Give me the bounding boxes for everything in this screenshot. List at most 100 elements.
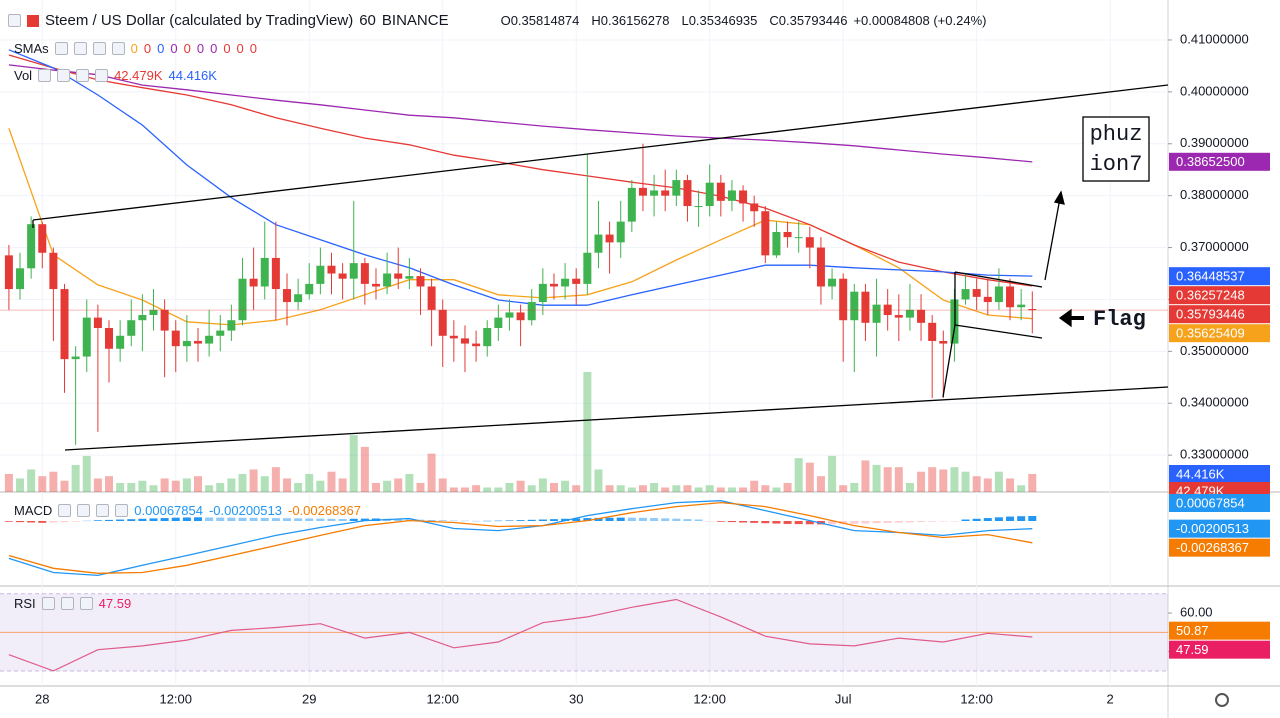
volume-bar xyxy=(594,469,603,492)
macd-histogram-bar xyxy=(638,517,647,521)
y-tick-label: 0.33000000 xyxy=(1180,447,1249,462)
icon[interactable] xyxy=(92,42,106,55)
macd-histogram-bar xyxy=(294,518,303,521)
candle-body xyxy=(538,283,547,303)
ohlc-name: H xyxy=(591,13,601,28)
candle-body xyxy=(917,309,926,323)
candle-body xyxy=(394,273,403,279)
candle-body xyxy=(894,315,903,318)
sma-line xyxy=(8,54,1033,287)
macd-value: 0.00067854 xyxy=(134,503,203,518)
macd-histogram-bar xyxy=(483,520,492,522)
ohlc: O0.35814874 H0.36156278 L0.35346935 C0.3579… xyxy=(501,13,848,28)
macd-histogram-bar xyxy=(105,519,114,521)
volume-bar xyxy=(583,372,592,492)
macd-histogram-bar xyxy=(1006,516,1015,521)
candle-body xyxy=(116,335,125,349)
macd-histogram-bar xyxy=(605,517,614,521)
macd-histogram-bar xyxy=(905,521,914,523)
ohlc-value: 0.35346935 xyxy=(688,13,758,28)
candle-body xyxy=(93,317,102,328)
volume-bar xyxy=(828,455,837,492)
macd-histogram-bar xyxy=(917,521,926,523)
gear[interactable] xyxy=(1215,693,1229,707)
macd-histogram-bar xyxy=(1017,516,1026,521)
icon[interactable] xyxy=(38,69,52,82)
macd-histogram-bar xyxy=(249,517,258,521)
sma-value: 0 xyxy=(130,41,138,56)
volume-bar xyxy=(294,482,303,492)
macd-histogram-bar xyxy=(694,519,703,521)
y-tick-label: 0.39000000 xyxy=(1180,135,1249,150)
macd-line xyxy=(8,500,1033,577)
icon[interactable] xyxy=(41,597,55,610)
volume-bar xyxy=(416,482,425,492)
candle-body xyxy=(383,273,392,287)
candle-body xyxy=(839,278,848,321)
volume-bar xyxy=(260,476,269,492)
macd-histogram-bar xyxy=(828,521,837,525)
volume-bar xyxy=(727,487,736,492)
icon[interactable] xyxy=(57,69,71,82)
candle-body xyxy=(60,289,69,360)
candle-body xyxy=(716,182,725,201)
macd-histogram-bar xyxy=(316,518,325,521)
macd-histogram-bar xyxy=(939,521,948,522)
candle-body xyxy=(160,309,169,331)
icon[interactable] xyxy=(111,42,125,55)
volume-bar xyxy=(783,482,792,492)
icon[interactable] xyxy=(115,504,129,517)
candle-body xyxy=(750,203,759,212)
macd-histogram-bar xyxy=(216,517,225,521)
x-tick-label: 12:00 xyxy=(159,691,192,706)
icon[interactable] xyxy=(54,42,68,55)
macd-tag: -0.00268367 xyxy=(1176,540,1249,555)
icon[interactable] xyxy=(77,504,91,517)
icon[interactable] xyxy=(60,597,74,610)
icon[interactable] xyxy=(96,504,110,517)
flag-line xyxy=(954,324,1043,339)
macd-histogram-bar xyxy=(516,520,525,521)
candle-body xyxy=(761,211,770,256)
macd-histogram-bar xyxy=(750,521,759,523)
macd-histogram-bar xyxy=(561,518,570,521)
volume-bar xyxy=(349,435,358,492)
candle-body xyxy=(249,278,258,287)
settings-icon[interactable] xyxy=(1215,693,1229,707)
macd-histogram-bar xyxy=(427,519,436,521)
volume-bar xyxy=(950,467,959,492)
collapse-icon[interactable] xyxy=(8,14,21,27)
icon[interactable] xyxy=(79,597,93,610)
macd-histogram-bar xyxy=(4,521,13,522)
volume-bar xyxy=(616,485,625,492)
macd-tag-bg xyxy=(1169,519,1270,538)
macd-histogram-bar xyxy=(583,518,592,521)
volume-bar xyxy=(772,487,781,492)
icon[interactable] xyxy=(73,42,87,55)
icon[interactable] xyxy=(95,69,109,82)
macd-histogram-bar xyxy=(171,517,180,521)
volume-bar xyxy=(527,485,536,492)
macd-histogram-bar xyxy=(783,521,792,524)
volume-bar xyxy=(816,476,825,492)
macd-histogram-bar xyxy=(194,517,203,521)
macd-histogram-bar xyxy=(227,517,236,521)
volume-bar xyxy=(605,485,614,492)
icon[interactable] xyxy=(58,504,72,517)
candle-body xyxy=(349,263,358,279)
candle-body xyxy=(516,312,525,321)
macd-histogram-bar xyxy=(360,518,369,521)
candle-body xyxy=(905,309,914,318)
ohlc-name: C xyxy=(769,13,779,28)
volume-bar xyxy=(16,478,25,492)
macd-histogram-bar xyxy=(472,520,481,522)
macd-histogram-bar xyxy=(27,521,36,523)
candle-body xyxy=(783,231,792,238)
icon[interactable] xyxy=(76,69,90,82)
candle-body xyxy=(727,190,736,201)
volume-bar xyxy=(750,480,759,492)
volume-bar xyxy=(60,480,69,492)
volume-bar xyxy=(93,478,102,492)
macd-histogram-bar xyxy=(349,518,358,521)
macd-histogram-bar xyxy=(505,520,514,521)
